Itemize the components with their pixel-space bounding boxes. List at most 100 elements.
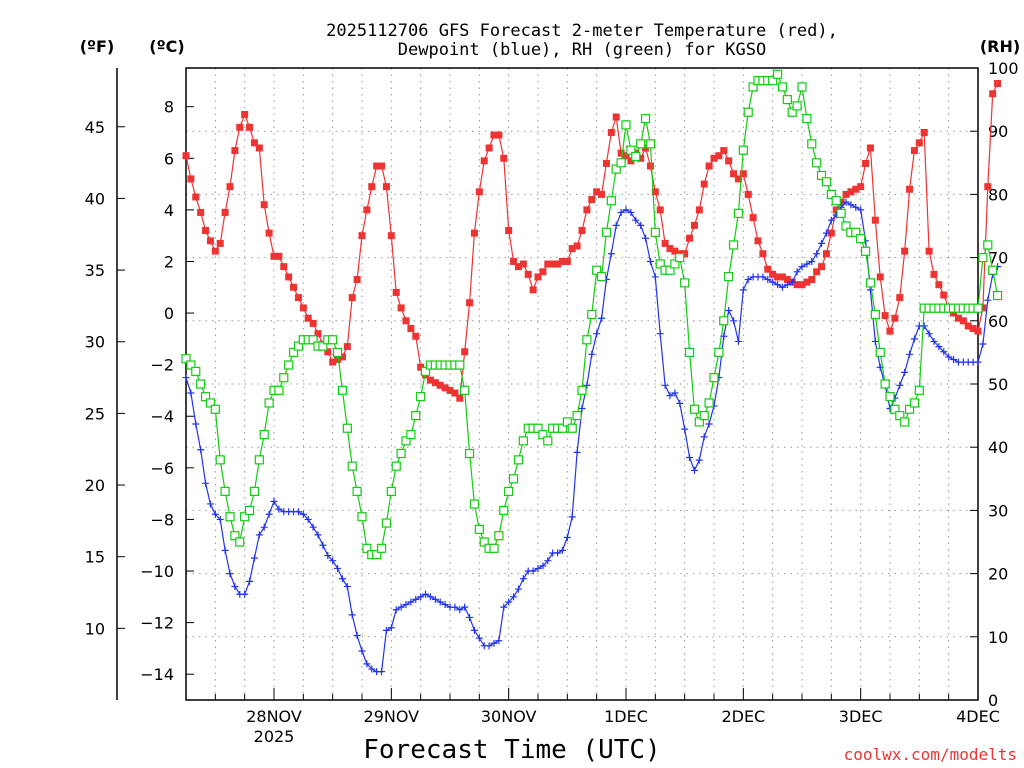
temperature-point <box>959 317 967 325</box>
temperature-point <box>466 299 474 307</box>
celsius-tick-label: 4 <box>164 201 174 220</box>
rh-point <box>655 259 665 269</box>
dewpoint-point <box>368 665 376 673</box>
rh-point <box>787 107 797 117</box>
temperature-point <box>857 183 865 191</box>
temperature-point <box>984 183 992 191</box>
celsius-tick-label: 2 <box>164 252 174 271</box>
dewpoint-point <box>666 392 674 400</box>
rh-point <box>200 392 211 402</box>
temperature-point <box>426 376 434 384</box>
dewpoint-point <box>744 276 752 284</box>
temperature-point <box>686 234 694 242</box>
temperature-point <box>353 276 361 284</box>
temperature-point <box>989 90 997 98</box>
rh-point <box>802 113 812 124</box>
rh-point <box>733 208 744 218</box>
dewpoint-point <box>871 337 879 345</box>
fahrenheit-unit-label: (ºF) <box>80 37 115 56</box>
rh-point <box>288 347 299 357</box>
temperature-point <box>778 273 786 281</box>
temperature-point <box>382 183 390 191</box>
rh-point <box>694 417 704 427</box>
dewpoint-point <box>309 523 317 531</box>
temperature-point <box>378 162 386 170</box>
dewpoint-point <box>945 353 953 361</box>
dewpoint-point <box>304 515 312 523</box>
date-tick-label: 4DEC <box>956 707 1000 726</box>
dewpoint-point <box>847 201 855 209</box>
plot-frame <box>185 67 979 701</box>
temperature-point <box>510 257 518 265</box>
dewpoint-point <box>255 531 263 539</box>
dewpoint-point <box>495 637 503 645</box>
dewpoint-point <box>441 601 449 609</box>
temperature-point <box>294 294 302 302</box>
dewpoint-point <box>866 286 874 294</box>
temperature-point <box>734 175 742 183</box>
fahrenheit-tick-label: 30 <box>85 333 105 352</box>
chart-title-line2: Dewpoint (blue), RH (green) for KGSO <box>398 40 766 60</box>
dewpoint-point <box>617 208 625 216</box>
temperature-point <box>950 309 958 317</box>
rh-point <box>665 265 675 275</box>
dewpoint-point <box>470 626 478 634</box>
dewpoint-point <box>397 603 405 611</box>
temperature-point <box>832 206 840 214</box>
temperature-point <box>915 139 923 147</box>
temperature-point <box>969 325 977 333</box>
rh-tick-label: 60 <box>988 312 1008 331</box>
dewpoint-point <box>842 198 850 206</box>
dewpoint-point <box>637 221 645 229</box>
temperature-point <box>906 185 914 193</box>
dewpoint-point <box>822 229 830 237</box>
temperature-point <box>573 242 581 250</box>
rh-point <box>513 455 524 465</box>
temperature-point <box>314 330 322 338</box>
rh-point <box>244 505 255 515</box>
temperature-point <box>387 232 395 240</box>
temperature-point <box>715 152 723 160</box>
dewpoint-point <box>725 306 733 314</box>
fahrenheit-tick-label: 45 <box>85 118 105 137</box>
rh-point <box>895 411 905 421</box>
rh-point <box>880 379 890 389</box>
rh-point <box>376 543 387 553</box>
temperature-point <box>695 206 703 214</box>
temperature-point <box>250 139 258 147</box>
dewpoint-point <box>686 454 694 462</box>
rh-point <box>596 271 607 282</box>
temperature-point <box>197 208 205 216</box>
rh-point <box>240 512 250 522</box>
rh-point <box>181 354 191 364</box>
rh-point <box>474 524 484 534</box>
rh-point <box>220 486 230 497</box>
rh-point <box>719 316 729 326</box>
dewpoint-point <box>348 611 356 619</box>
temperature-point <box>690 221 698 229</box>
rh-point <box>420 366 431 376</box>
rh-point <box>841 221 851 231</box>
rh-point <box>621 120 631 130</box>
dewpoint-point <box>607 250 615 258</box>
temperature-point <box>793 281 801 289</box>
rh-point <box>636 139 646 149</box>
temperature-point <box>446 386 454 394</box>
dewpoint-point <box>896 381 904 389</box>
temperature-point <box>681 250 689 258</box>
dewpoint-point <box>857 206 865 214</box>
rh-point <box>381 518 392 528</box>
rh-point <box>699 411 709 421</box>
dewpoint-point <box>202 479 210 487</box>
date-tick-label: 3DEC <box>839 707 883 726</box>
rh-point <box>464 448 475 459</box>
celsius-tick-label: −6 <box>150 459 174 478</box>
temperature-point <box>602 159 610 167</box>
temperature-point <box>808 276 816 284</box>
dewpoint-point <box>216 515 224 523</box>
dewpoint-point <box>783 281 791 289</box>
rh-tick-label: 40 <box>988 438 1008 457</box>
dewpoint-point <box>910 335 918 343</box>
dewpoint-point <box>324 552 332 560</box>
